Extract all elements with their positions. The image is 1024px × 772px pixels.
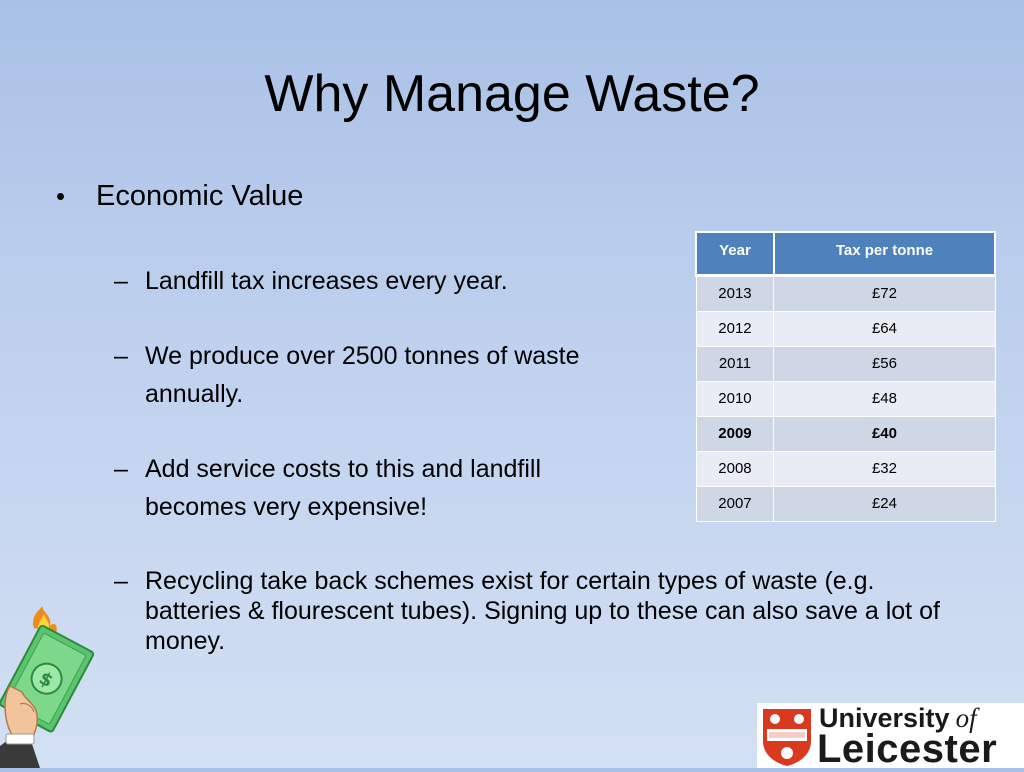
subpoint-service-costs: – Add service costs to this and landfill… [114, 450, 574, 526]
subpoint-tonnes: – We produce over 2500 tonnes of waste a… [114, 337, 584, 413]
table-row: 2009 £40 [695, 415, 996, 452]
cell-tax: £64 [773, 310, 996, 347]
table-row: 2007 £24 [695, 485, 996, 522]
cell-year: 2012 [695, 310, 775, 347]
table-row: 2010 £48 [695, 380, 996, 417]
cell-year: 2008 [695, 450, 775, 487]
slide-title: Why Manage Waste? [264, 65, 760, 123]
table-row: 2013 £72 [695, 274, 996, 312]
main-bullet: • Economic Value [56, 180, 303, 213]
logo-of-word: of [955, 703, 977, 733]
cell-year: 2013 [695, 274, 775, 312]
cell-tax: £48 [773, 380, 996, 417]
subpoint-text: Add service costs to this and landfill b… [145, 455, 542, 521]
subpoint-recycling: – Recycling take back schemes exist for … [114, 566, 974, 656]
cell-year: 2011 [695, 345, 775, 382]
logo-leicester: Leicester [817, 727, 998, 771]
cell-tax: £56 [773, 345, 996, 382]
dash-icon: – [114, 567, 128, 595]
table-row: 2011 £56 [695, 345, 996, 382]
cell-year: 2010 [695, 380, 775, 417]
cell-tax: £32 [773, 450, 996, 487]
landfill-tax-table: Year Tax per tonne 2013 £72 2012 £64 201… [695, 231, 997, 522]
table-row: 2008 £32 [695, 450, 996, 487]
header-tax: Tax per tonne [772, 231, 997, 277]
dash-icon: – [114, 455, 128, 483]
table-header-row: Year Tax per tonne [695, 231, 997, 277]
university-logo: University of Leicester [757, 703, 1024, 771]
table-row: 2012 £64 [695, 310, 996, 347]
cell-tax: £72 [773, 274, 996, 312]
logo-university-word: University [819, 703, 950, 733]
subpoint-landfill-tax: – Landfill tax increases every year. [114, 262, 634, 300]
subpoint-text: Recycling take back schemes exist for ce… [145, 567, 940, 655]
cell-year: 2007 [695, 485, 775, 522]
cell-tax: £40 [773, 415, 996, 452]
dash-icon: – [114, 267, 128, 295]
cell-tax: £24 [773, 485, 996, 522]
dash-icon: – [114, 342, 128, 370]
university-shield-icon [763, 709, 811, 766]
main-bullet-text: Economic Value [96, 180, 304, 212]
subpoint-text: Landfill tax increases every year. [145, 267, 508, 295]
burning-money-icon: $ [0, 606, 95, 768]
bullet-icon: • [56, 181, 66, 211]
header-year: Year [695, 231, 775, 277]
cell-year: 2009 [695, 415, 775, 452]
logo-university-line: University of [819, 703, 977, 734]
subpoint-text: We produce over 2500 tonnes of waste ann… [145, 342, 580, 408]
